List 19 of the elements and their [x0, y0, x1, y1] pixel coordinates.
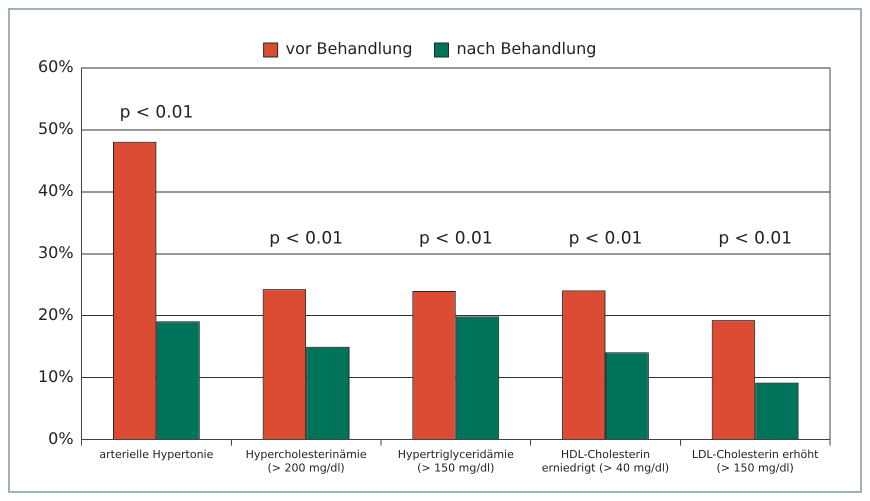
- y-tick-label: 0%: [48, 428, 74, 448]
- x-tick-label: Hypercholesterinämie (> 200 mg/dl): [246, 448, 367, 474]
- x-tick-label: arterielle Hypertonie: [99, 448, 214, 462]
- annotation: p < 0.01: [120, 102, 194, 123]
- x-tick-label: HDL-Cholesterin erniedrigt (> 40 mg/dl): [542, 448, 670, 474]
- y-tick-label: 40%: [38, 181, 74, 200]
- y-tick-label: 50%: [38, 119, 74, 138]
- y-tick-label: 60%: [38, 57, 74, 76]
- legend-label: nach Behandlung: [456, 39, 596, 58]
- y-tick-label: 10%: [38, 366, 74, 386]
- legend-label: vor Behandlung: [286, 39, 412, 58]
- annotation: p < 0.01: [269, 228, 343, 249]
- annotation: p < 0.01: [718, 228, 792, 249]
- x-tick-label: LDL-Cholesterin erhöht (> 150 mg/dl): [692, 448, 820, 474]
- x-tick-label: Hypertriglyceridämie (> 150 mg/dl): [398, 448, 514, 474]
- y-tick-label: 30%: [38, 242, 74, 262]
- annotation: p < 0.01: [418, 228, 493, 249]
- y-tick-label: 20%: [38, 304, 74, 324]
- annotation: p < 0.01: [568, 228, 642, 249]
